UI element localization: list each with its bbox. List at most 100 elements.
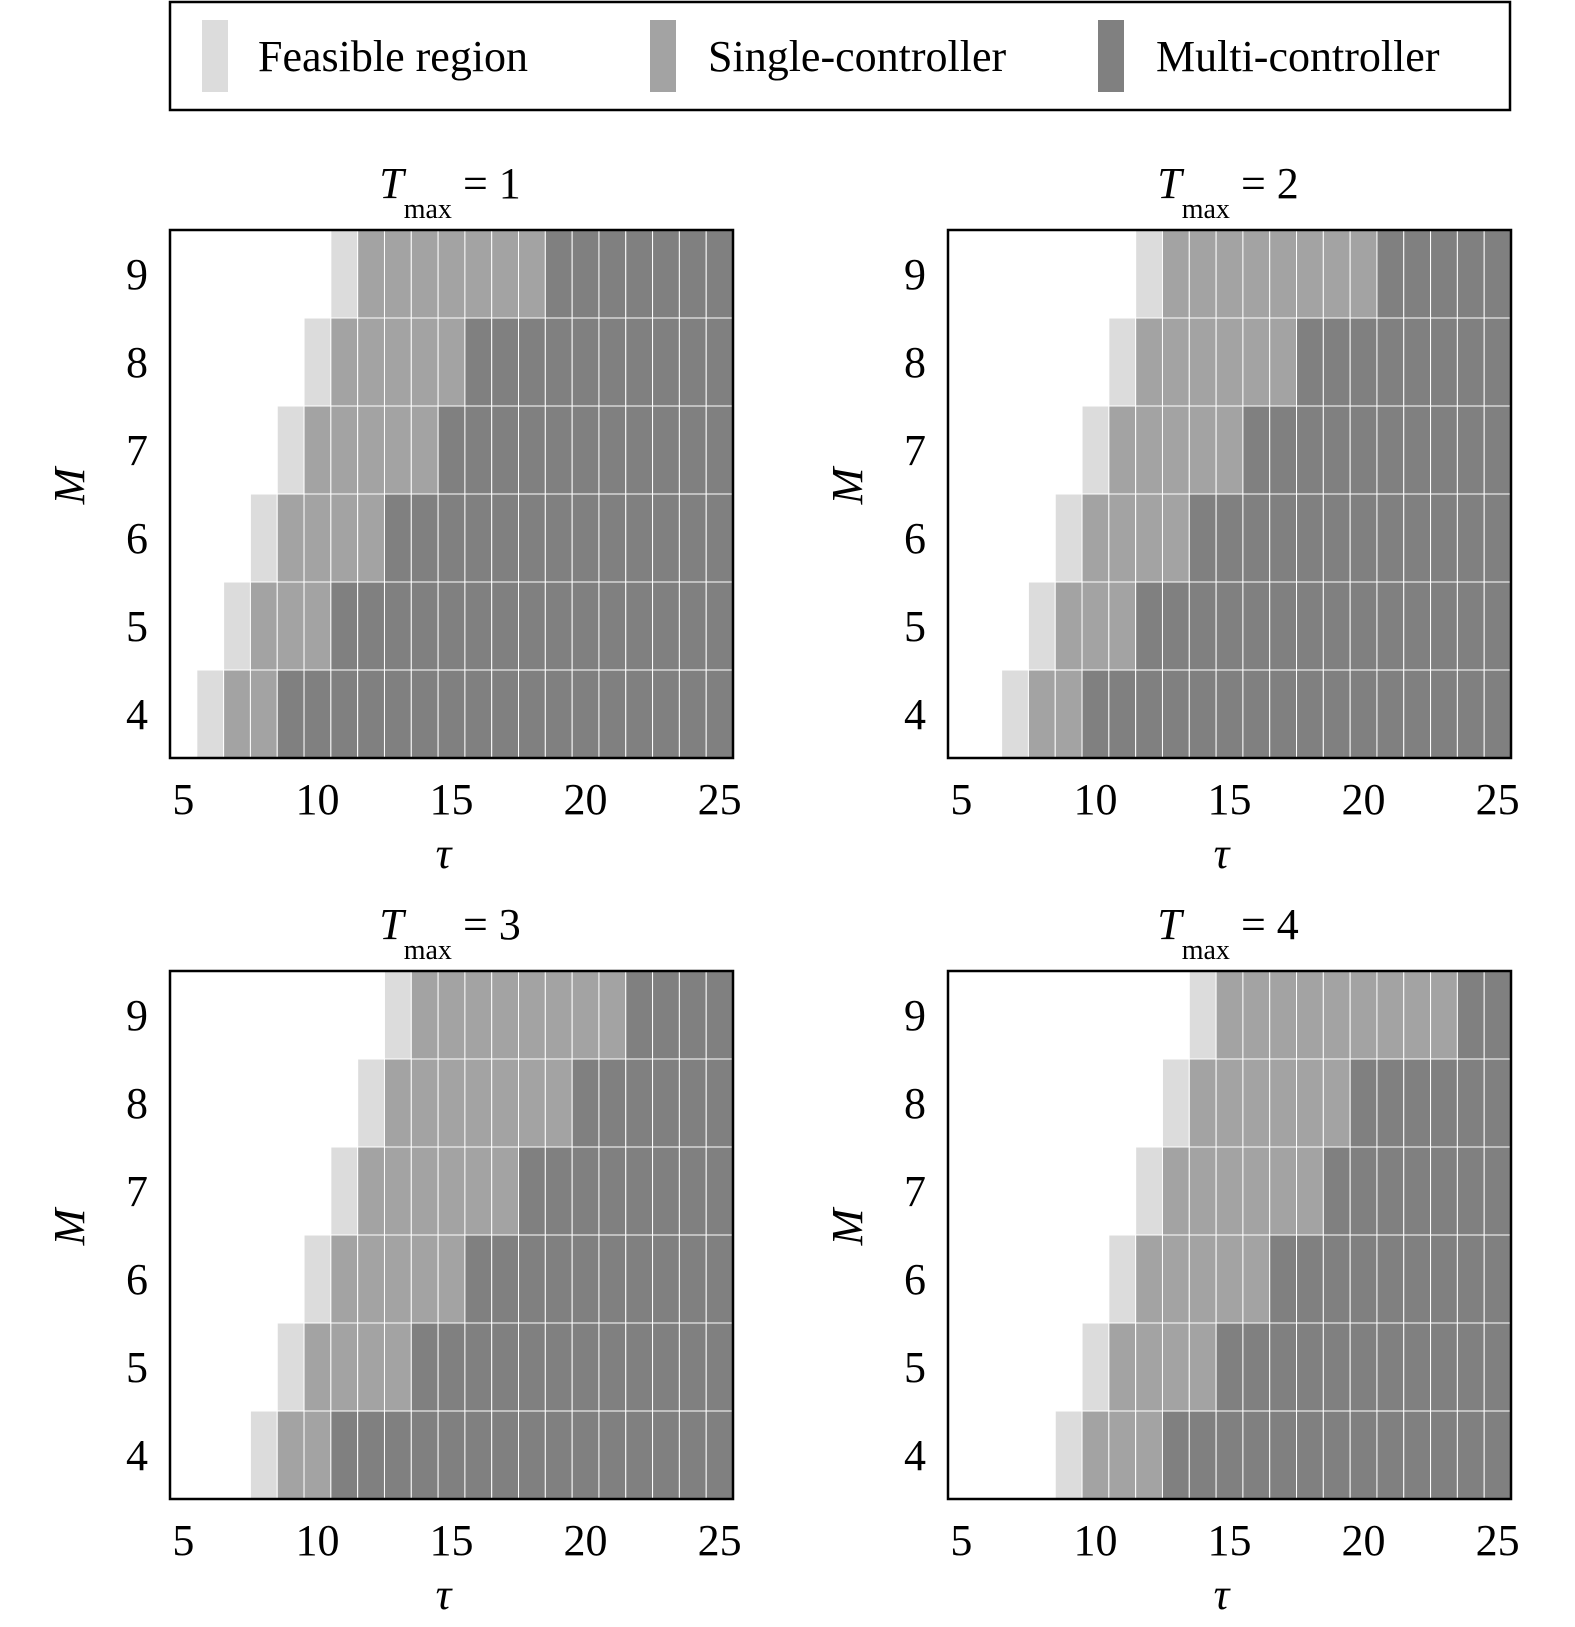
heatmap-cell-multi bbox=[1376, 405, 1405, 495]
x-tick-label: 15 bbox=[1208, 1516, 1252, 1565]
heatmap-cell-single bbox=[437, 1234, 466, 1324]
heatmap-cell-single bbox=[1269, 317, 1298, 407]
heatmap-cell-multi bbox=[705, 1146, 734, 1236]
heatmap-cell-single bbox=[249, 581, 278, 671]
heatmap-cell-multi bbox=[1430, 1322, 1458, 1412]
heatmap-cell-single bbox=[410, 1058, 439, 1148]
plot-frame bbox=[946, 969, 1513, 1501]
heatmap-cell-multi bbox=[1483, 669, 1512, 759]
heatmap-cell-multi bbox=[410, 1322, 439, 1412]
heatmap-cell-feasible bbox=[196, 669, 225, 759]
heatmap-cell-multi bbox=[1483, 229, 1512, 319]
heatmap-cell-single bbox=[1242, 1058, 1271, 1148]
heatmap-cell-multi bbox=[1376, 669, 1405, 759]
heatmap-cell-single bbox=[1161, 405, 1190, 495]
heatmap-cell-single bbox=[1242, 1146, 1271, 1236]
heatmap-cell-multi bbox=[518, 317, 546, 407]
heatmap-cell-multi bbox=[598, 1322, 627, 1412]
heatmap-cell-feasible bbox=[1108, 1234, 1137, 1324]
heatmap-cell-single bbox=[1161, 1322, 1190, 1412]
heatmap-cell-multi bbox=[464, 317, 493, 407]
heatmap-cell-feasible bbox=[1054, 1410, 1083, 1500]
heatmap-cell-multi bbox=[491, 581, 520, 671]
heatmap-cell-single bbox=[1135, 317, 1163, 407]
heatmap-cell-multi bbox=[464, 669, 493, 759]
heatmap-cell-multi bbox=[1430, 581, 1458, 671]
heatmap-cell-multi bbox=[410, 493, 439, 583]
heatmap-cell-single bbox=[1161, 229, 1190, 319]
heatmap-cell-single bbox=[1108, 405, 1137, 495]
heatmap-cell-multi bbox=[410, 1410, 439, 1500]
heatmap-cell-single bbox=[437, 229, 466, 319]
heatmap-cell-feasible bbox=[1054, 493, 1083, 583]
heatmap-cell-multi bbox=[437, 669, 466, 759]
y-tick-label: 9 bbox=[904, 991, 926, 1040]
heatmap-cell-multi bbox=[598, 317, 627, 407]
heatmap-cell-multi bbox=[1456, 970, 1485, 1060]
heatmap-cell-multi bbox=[1242, 493, 1271, 583]
heatmap-cell-multi bbox=[1349, 581, 1378, 671]
heatmap-cell-single bbox=[276, 493, 305, 583]
heatmap-cell-multi bbox=[1161, 1410, 1190, 1500]
heatmap-cell-multi bbox=[652, 581, 680, 671]
heatmap-cell-multi bbox=[491, 405, 520, 495]
heatmap-cell-multi bbox=[1135, 669, 1163, 759]
y-tick-label: 5 bbox=[904, 1343, 926, 1392]
heatmap-cell-feasible bbox=[1161, 1058, 1190, 1148]
heatmap-cell-multi bbox=[1322, 1234, 1351, 1324]
heatmap-cell-multi bbox=[1322, 669, 1351, 759]
heatmap-cell-single bbox=[464, 970, 493, 1060]
heatmap-cell-multi bbox=[464, 1234, 493, 1324]
x-tick-label: 25 bbox=[1476, 1516, 1520, 1565]
heatmap-cell-multi bbox=[437, 1410, 466, 1500]
heatmap-cell-multi bbox=[1188, 581, 1217, 671]
heatmap-cell-multi bbox=[518, 1410, 546, 1500]
x-tick-label: 15 bbox=[430, 775, 474, 824]
heatmap-cell-multi bbox=[437, 405, 466, 495]
heatmap-cell-multi bbox=[1456, 229, 1485, 319]
heatmap-cell-single bbox=[1161, 1146, 1190, 1236]
heatmap-cell-multi bbox=[625, 229, 654, 319]
heatmap-cell-feasible bbox=[1188, 970, 1217, 1060]
heatmap-cell-single bbox=[1054, 669, 1083, 759]
heatmap-cell-multi bbox=[598, 581, 627, 671]
heatmap-cell-multi bbox=[491, 669, 520, 759]
heatmap-cell-multi bbox=[1403, 493, 1432, 583]
heatmap-cell-multi bbox=[1322, 317, 1351, 407]
heatmap-cell-multi bbox=[1349, 493, 1378, 583]
heatmap-cell-multi bbox=[652, 1410, 680, 1500]
heatmap-cell-single bbox=[1269, 1058, 1298, 1148]
heatmap-cell-multi bbox=[571, 1322, 600, 1412]
heatmap-cell-single bbox=[410, 970, 439, 1060]
heatmap-cell-single bbox=[1188, 1234, 1217, 1324]
heatmap-cell-multi bbox=[410, 669, 439, 759]
heatmap-cell-feasible bbox=[249, 493, 278, 583]
panel-title: Tmax = 2 bbox=[1157, 159, 1299, 225]
heatmap-cell-single bbox=[357, 1322, 385, 1412]
heatmap-cell-single bbox=[1269, 1146, 1298, 1236]
heatmap-cell-multi bbox=[1215, 493, 1244, 583]
heatmap-cell-single bbox=[1269, 229, 1298, 319]
heatmap-cell-multi bbox=[1349, 1322, 1378, 1412]
heatmap-cell-multi bbox=[491, 1234, 520, 1324]
heatmap-cell-single bbox=[1215, 405, 1244, 495]
heatmap-cell-single bbox=[1242, 317, 1271, 407]
heatmap-cell-single bbox=[383, 1058, 412, 1148]
heatmap-cell-single bbox=[518, 1058, 546, 1148]
heatmap-cell-multi bbox=[705, 1322, 734, 1412]
heatmap-cell-multi bbox=[1403, 581, 1432, 671]
heatmap-cell-multi bbox=[383, 669, 412, 759]
x-tick-label: 5 bbox=[172, 1516, 194, 1565]
heatmap-cell-multi bbox=[1376, 1410, 1405, 1500]
heatmap-cell-multi bbox=[1215, 1322, 1244, 1412]
heatmap-cell-single bbox=[276, 581, 305, 671]
heatmap-cell-single bbox=[437, 970, 466, 1060]
y-tick-label: 4 bbox=[904, 690, 926, 739]
heatmap-cell-multi bbox=[1135, 581, 1163, 671]
heatmap-cell-multi bbox=[491, 1410, 520, 1500]
heatmap-cell-single bbox=[1215, 970, 1244, 1060]
y-axis-label: M bbox=[823, 465, 872, 505]
heatmap-cell-multi bbox=[544, 1322, 573, 1412]
